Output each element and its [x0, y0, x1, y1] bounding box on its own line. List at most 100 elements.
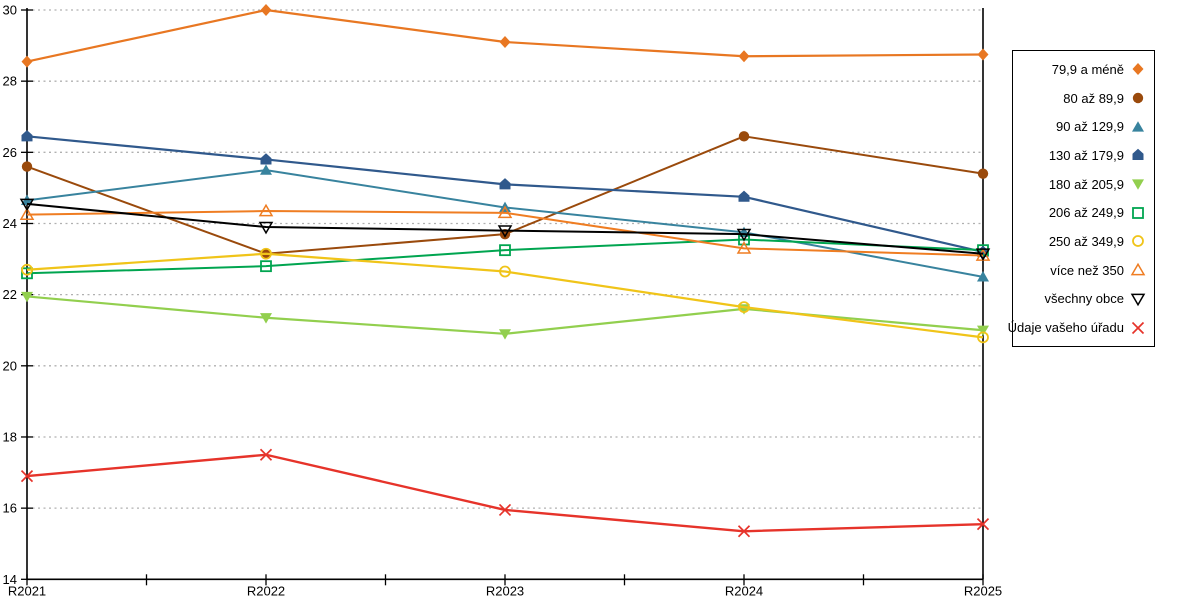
pentagon-marker-icon — [260, 153, 272, 165]
axes: 14 16 18 20 22 24 26 28 30 R2021 R2022 R2023 R2024 R2… — [3, 3, 1003, 599]
circle-open-marker-icon — [499, 265, 511, 278]
triangle-down-marker-icon — [1132, 179, 1144, 190]
series-udaje-vaseho-uradu — [20, 448, 990, 538]
legend-item-79-9-a-mene: 79,9 a méně — [1015, 57, 1148, 81]
diamond-marker-icon — [499, 36, 511, 49]
circle-open-marker-icon — [21, 263, 33, 276]
legend-item-206-az-249-9: 206 až 249,9 — [1015, 201, 1148, 225]
x-cross-icon — [1131, 321, 1145, 334]
series-250-az-349-9 — [21, 247, 989, 344]
triangle-up-marker-icon — [977, 271, 989, 282]
x-tick-label: R2023 — [486, 583, 524, 598]
legend: 79,9 a méně 80 až 89,9 90 až 129,9 130 až 1… — [1008, 50, 1155, 347]
diamond-marker-icon — [1132, 63, 1144, 76]
circle-marker-icon — [738, 131, 750, 142]
diamond-marker-icon — [977, 48, 989, 61]
triangle-down-marker-icon — [260, 313, 272, 324]
x-cross-marker-icon — [737, 525, 751, 538]
square-open-marker-icon — [1132, 206, 1144, 219]
triangle-up-marker-icon — [1132, 120, 1144, 132]
circle-icon — [1132, 92, 1144, 104]
triangle-up-open-marker-icon — [1130, 262, 1146, 276]
triangle-up-open-icon — [1130, 262, 1146, 276]
series-vsechny-obce — [19, 198, 991, 262]
triangle-down-marker-icon — [977, 325, 989, 337]
circle-marker-icon — [1132, 92, 1144, 104]
pentagon-marker-icon — [1132, 149, 1144, 161]
legend-item-label: 250 až 349,9 — [1048, 233, 1124, 249]
diamond-icon — [1132, 63, 1144, 76]
triangle-down-open-marker-icon — [19, 198, 35, 212]
circle-open-icon — [1132, 235, 1144, 248]
legend-item-label: všechny obce — [1044, 291, 1125, 307]
legend-item-label: 90 až 129,9 — [1056, 119, 1124, 135]
series-line — [26, 453, 984, 533]
legend-item-250-az-349-9: 250 až 349,9 — [1015, 229, 1148, 253]
series-line — [26, 202, 984, 255]
triangle-up-icon — [1132, 120, 1144, 132]
circle-open-marker-icon — [260, 247, 272, 260]
legend-item-80-az-89-9: 80 až 89,9 — [1015, 86, 1148, 110]
x-cross-marker-icon — [20, 470, 34, 483]
series-line — [26, 238, 984, 275]
triangle-up-open-marker-icon — [258, 203, 274, 217]
y-tick-label: 20 — [3, 358, 17, 373]
plot-area: 14 16 18 20 22 24 26 28 30 R2021 R2022 R2023 R2024 R2… — [3, 3, 1003, 599]
square-open-icon — [1132, 206, 1144, 219]
y-tick-label: 14 — [3, 572, 17, 587]
diamond-marker-icon — [21, 55, 33, 68]
x-tick-label: R2021 — [8, 583, 46, 598]
triangle-up-open-marker-icon — [497, 205, 513, 219]
triangle-down-open-marker-icon — [1130, 293, 1146, 307]
series-79-9-a-mene — [21, 4, 989, 68]
y-tick-label: 22 — [3, 287, 17, 302]
legend-item-vice-nez-350: více než 350 — [1015, 258, 1148, 282]
pentagon-marker-icon — [738, 190, 750, 202]
square-open-marker-icon — [499, 244, 511, 257]
x-cross-marker-icon — [976, 518, 990, 531]
circle-marker-icon — [977, 168, 989, 179]
square-open-marker-icon — [21, 267, 33, 280]
y-tick-label: 26 — [3, 145, 17, 160]
x-cross-marker-icon — [1131, 321, 1145, 334]
y-tick-label: 30 — [3, 3, 17, 18]
legend-item-label: 80 až 89,9 — [1063, 90, 1124, 106]
diamond-marker-icon — [260, 4, 272, 16]
legend-item-label: 130 až 179,9 — [1048, 147, 1124, 163]
pentagon-marker-icon — [21, 130, 33, 142]
legend-item-label: 79,9 a méně — [1051, 61, 1124, 77]
legend-item-180-az-205-9: 180 až 205,9 — [1015, 172, 1148, 196]
y-tick-label: 16 — [3, 501, 17, 516]
series-line — [26, 252, 984, 339]
x-cross-marker-icon — [498, 503, 512, 517]
x-tick-label: R2025 — [964, 583, 1002, 598]
series-line — [26, 295, 984, 335]
triangle-up-open-marker-icon — [736, 241, 752, 254]
legend-item-udaje-vaseho-uradu: Údaje vašeho úřadu — [1008, 316, 1148, 340]
triangle-down-marker-icon — [21, 291, 33, 303]
triangle-down-open-marker-icon — [497, 225, 513, 238]
triangle-down-open-marker-icon — [736, 228, 752, 242]
triangle-down-open-marker-icon — [975, 248, 991, 262]
triangle-down-open-marker-icon — [258, 221, 274, 235]
circle-open-marker-icon — [738, 301, 750, 314]
triangle-down-marker-icon — [499, 329, 511, 340]
x-tick-label: R2024 — [725, 583, 763, 598]
circle-marker-icon — [21, 161, 33, 172]
triangle-up-open-marker-icon — [19, 207, 35, 220]
series-206-az-249-9 — [21, 233, 989, 280]
diamond-marker-icon — [738, 50, 750, 63]
y-tick-label: 28 — [3, 74, 17, 89]
legend-item-90-az-129-9: 90 až 129,9 — [1015, 115, 1148, 139]
legend-item-label: Údaje vašeho úřadu — [1007, 320, 1124, 336]
legend-item-vsechny-obce: všechny obce — [1015, 287, 1148, 311]
series-line — [26, 8, 984, 63]
legend-item-label: 180 až 205,9 — [1048, 176, 1124, 192]
pentagon-marker-icon — [499, 178, 511, 190]
x-cross-marker-icon — [259, 448, 273, 461]
x-tick-label: R2022 — [247, 583, 285, 598]
circle-open-marker-icon — [977, 331, 989, 344]
legend-item-130-az-179-9: 130 až 179,9 — [1015, 143, 1148, 167]
triangle-up-marker-icon — [260, 164, 272, 175]
